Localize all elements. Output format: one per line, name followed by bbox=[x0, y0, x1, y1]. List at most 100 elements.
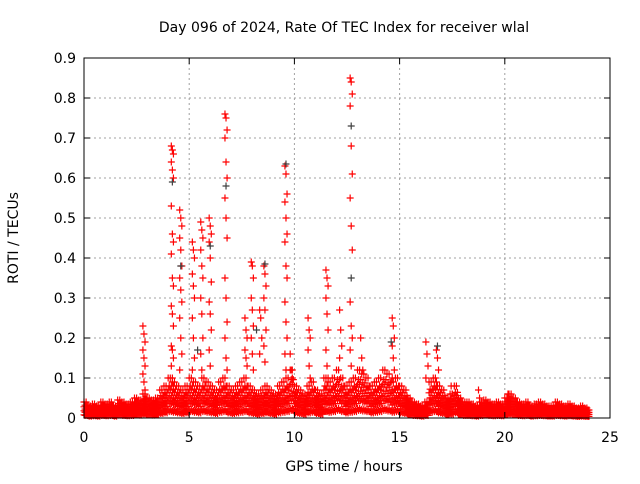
secondary-point bbox=[168, 178, 176, 186]
spike-point bbox=[222, 294, 230, 302]
spike-point bbox=[190, 254, 198, 262]
baseline-point bbox=[389, 378, 397, 386]
spike-point bbox=[141, 386, 149, 394]
y-tick-label: 0.8 bbox=[54, 91, 76, 107]
spike-point bbox=[167, 302, 175, 310]
baseline-point bbox=[453, 388, 461, 396]
baseline-point bbox=[343, 382, 351, 390]
spike-point bbox=[178, 350, 186, 358]
spike-point bbox=[283, 230, 291, 238]
spike-point bbox=[433, 354, 441, 362]
baseline-point bbox=[381, 366, 389, 374]
spike-point bbox=[178, 298, 186, 306]
spike-point bbox=[390, 366, 398, 374]
spike-point bbox=[198, 226, 206, 234]
spike-point bbox=[359, 366, 367, 374]
secondary-point bbox=[387, 338, 395, 346]
baseline-point bbox=[330, 374, 338, 382]
spike-point bbox=[323, 274, 331, 282]
y-axis-label: ROTI / TECUs bbox=[6, 192, 22, 284]
spike-point bbox=[247, 294, 255, 302]
baseline-point bbox=[378, 392, 386, 400]
spike-point bbox=[223, 318, 231, 326]
spike-point bbox=[337, 326, 345, 334]
y-tick-label: 0.2 bbox=[54, 331, 76, 347]
baseline-point bbox=[276, 382, 284, 390]
spike-point bbox=[168, 310, 176, 318]
spike-point bbox=[288, 374, 296, 382]
y-tick-label: 0.1 bbox=[54, 371, 76, 387]
spike-point bbox=[357, 334, 365, 342]
secondary-point bbox=[222, 182, 230, 190]
spike-point bbox=[257, 314, 265, 322]
spike-point bbox=[169, 282, 177, 290]
baseline-point bbox=[208, 382, 216, 390]
secondary-point bbox=[433, 342, 441, 350]
spike-point bbox=[189, 246, 197, 254]
baseline-point bbox=[457, 394, 465, 402]
spike-point bbox=[197, 218, 205, 226]
spike-point bbox=[281, 298, 289, 306]
spike-point bbox=[283, 190, 291, 198]
spike-point bbox=[242, 326, 250, 334]
spike-point bbox=[261, 306, 269, 314]
spike-point bbox=[169, 150, 177, 158]
x-tick-label: 5 bbox=[185, 430, 194, 446]
baseline-point bbox=[377, 396, 385, 404]
spike-point bbox=[348, 334, 356, 342]
plot-frame bbox=[83, 57, 611, 419]
baseline-point bbox=[331, 392, 339, 400]
spike-point bbox=[304, 346, 312, 354]
spike-point bbox=[249, 274, 257, 282]
spike-point bbox=[221, 134, 229, 142]
spike-point bbox=[168, 146, 176, 154]
y-tick-label: 0.5 bbox=[54, 211, 76, 227]
spike-point bbox=[207, 326, 215, 334]
baseline-point bbox=[225, 382, 233, 390]
spike-point bbox=[169, 238, 177, 246]
spike-point bbox=[197, 246, 205, 254]
secondary-point bbox=[261, 260, 269, 268]
spike-point bbox=[388, 314, 396, 322]
spike-point bbox=[248, 306, 256, 314]
spike-point bbox=[141, 338, 149, 346]
secondary-point bbox=[347, 274, 355, 282]
spike-point bbox=[324, 326, 332, 334]
baseline-point bbox=[309, 378, 317, 386]
spike-point bbox=[261, 358, 269, 366]
baseline-point bbox=[335, 380, 343, 388]
baseline-point bbox=[267, 386, 275, 394]
baseline-point bbox=[234, 382, 242, 390]
spike-point bbox=[347, 322, 355, 330]
baseline-point bbox=[293, 382, 301, 390]
baseline-point bbox=[360, 370, 368, 378]
baseline-point bbox=[351, 386, 359, 394]
spike-point bbox=[167, 250, 175, 258]
spike-point bbox=[140, 354, 148, 362]
spike-point bbox=[139, 322, 147, 330]
spike-point bbox=[338, 342, 346, 350]
spike-point bbox=[190, 354, 198, 362]
spike-point bbox=[188, 270, 196, 278]
spike-point bbox=[346, 102, 354, 110]
secondary-point bbox=[206, 242, 214, 250]
baseline-point bbox=[297, 386, 305, 394]
spike-point bbox=[140, 330, 148, 338]
spike-point bbox=[169, 322, 177, 330]
x-tick-label: 10 bbox=[285, 430, 303, 446]
baseline-point bbox=[310, 385, 318, 393]
spike-point bbox=[141, 362, 149, 370]
baseline-point bbox=[331, 382, 339, 390]
baseline-point bbox=[263, 382, 271, 390]
grid bbox=[84, 58, 610, 418]
spike-point bbox=[256, 350, 264, 358]
spike-point bbox=[347, 142, 355, 150]
spike-point bbox=[281, 198, 289, 206]
y-tick-label: 0.9 bbox=[54, 51, 76, 67]
spike-point bbox=[205, 238, 213, 246]
spike-point bbox=[447, 382, 455, 390]
baseline-point bbox=[378, 382, 386, 390]
spike-point bbox=[223, 366, 231, 374]
baseline-point bbox=[386, 379, 394, 387]
spike-point bbox=[322, 266, 330, 274]
